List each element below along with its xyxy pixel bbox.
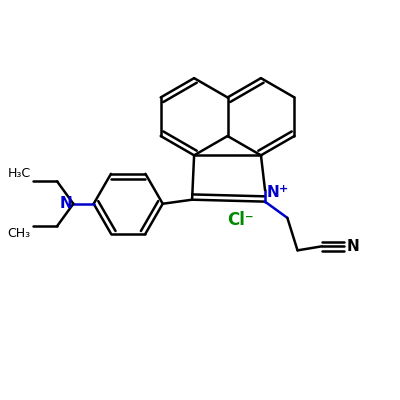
Text: N: N — [59, 196, 72, 211]
Text: N: N — [346, 239, 359, 254]
Text: H₃C: H₃C — [8, 167, 31, 180]
Text: CH₃: CH₃ — [8, 227, 31, 240]
Text: N: N — [267, 185, 279, 200]
Text: Cl⁻: Cl⁻ — [228, 211, 254, 229]
Text: +: + — [278, 184, 288, 194]
